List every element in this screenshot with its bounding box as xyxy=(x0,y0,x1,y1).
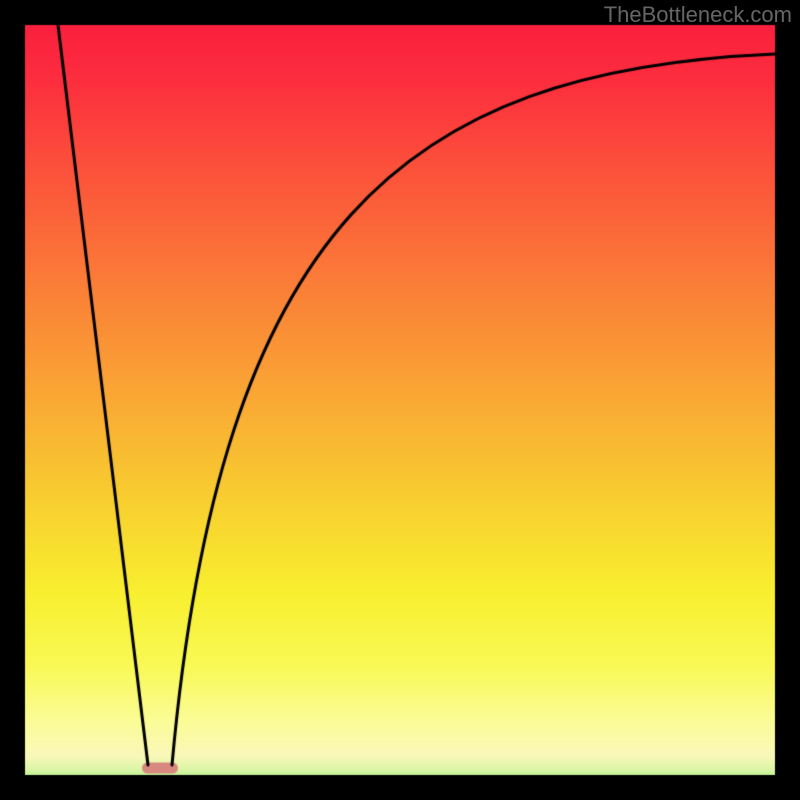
watermark-label: TheBottleneck.com xyxy=(604,0,792,28)
bottleneck-chart-canvas xyxy=(0,0,800,800)
chart-stage: TheBottleneck.com xyxy=(0,0,800,800)
